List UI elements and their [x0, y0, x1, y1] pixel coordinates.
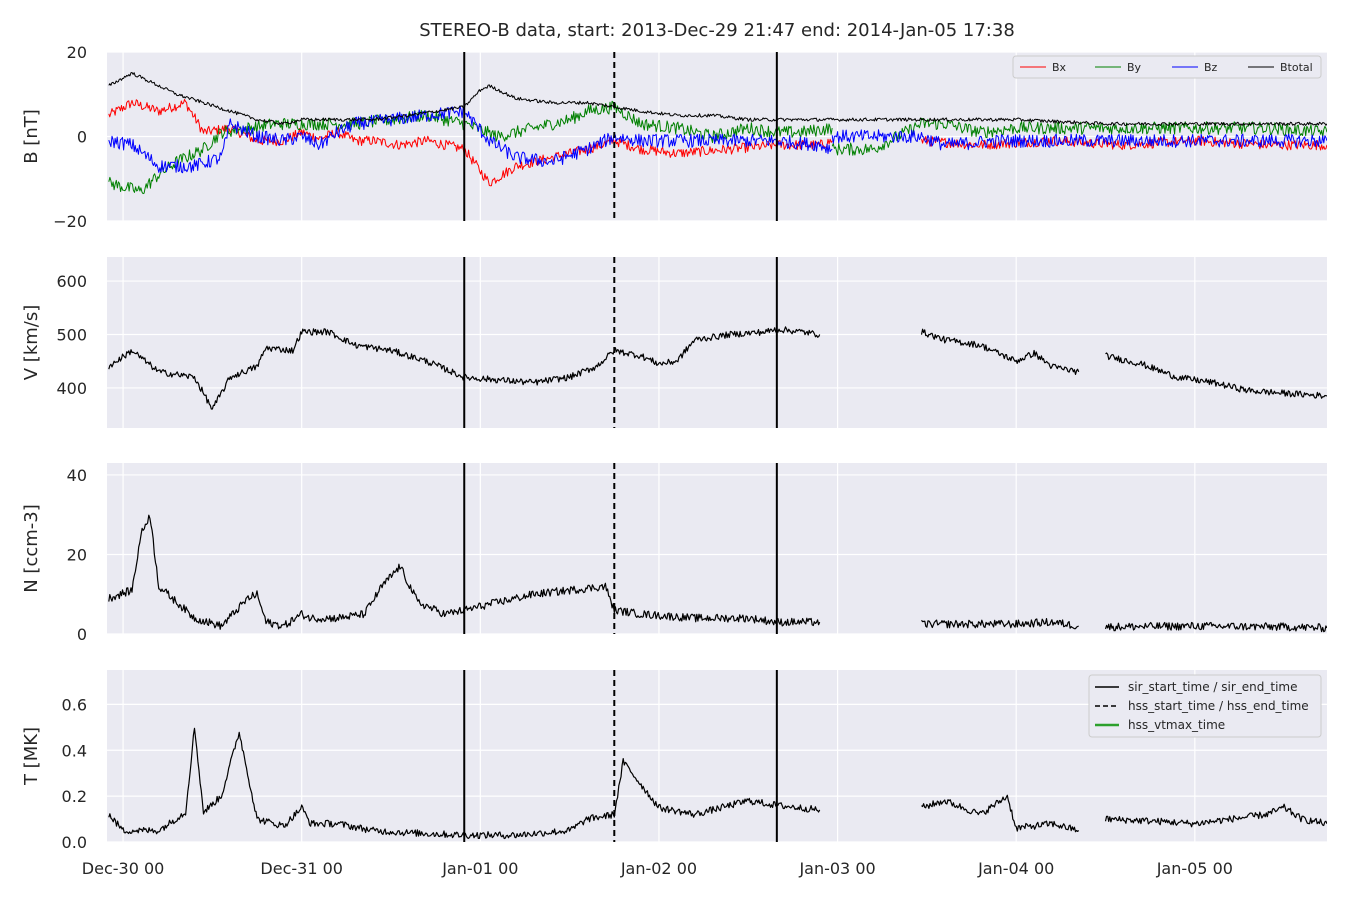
legend-label: sir_start_time / sir_end_time [1128, 680, 1298, 694]
series-line-bx [921, 135, 1327, 151]
y-axis-label: T [MK] [21, 727, 42, 786]
x-tick-label: Jan-01 00 [441, 859, 518, 878]
x-tick-label: Dec-31 00 [260, 859, 343, 878]
panel-3: 40 20 0 N [ccm-3] [21, 463, 1327, 644]
legend-label: hss_vtmax_time [1128, 718, 1225, 732]
legend-label-btotal: Btotal [1280, 61, 1313, 74]
series-line-value [1104, 803, 1327, 828]
y-tick-label: 40 [67, 466, 87, 485]
y-tick-label: 0 [77, 128, 87, 147]
y-tick-label: 500 [56, 325, 87, 344]
y-axis-label: N [ccm-3] [21, 504, 42, 593]
event-legend: sir_start_time / sir_end_time hss_start_t… [1088, 674, 1322, 738]
b-legend: Bx By Bz Btotal [1012, 55, 1322, 79]
x-tick-label: Dec-30 00 [82, 859, 165, 878]
chart-title: STEREO-B data, start: 2013-Dec-29 21:47 … [419, 20, 1015, 41]
y-tick-label: −20 [53, 212, 87, 231]
y-tick-label: 20 [67, 43, 87, 62]
legend-label-bz: Bz [1204, 61, 1218, 74]
x-tick-label: Jan-02 00 [620, 859, 697, 878]
y-axis-label: V [km/s] [21, 305, 42, 380]
plot-area [107, 463, 1327, 634]
series-line-bx [108, 99, 833, 187]
legend-label-bx: Bx [1052, 61, 1067, 74]
series-group [108, 72, 1327, 195]
y-tick-label: 0.0 [62, 833, 87, 852]
y-axis-label: B [nT] [21, 109, 42, 164]
x-tick-label: Jan-05 00 [1156, 859, 1233, 878]
series-line-value [1104, 621, 1327, 633]
series-line-bz [108, 105, 833, 174]
x-axis-ticks: Dec-30 00 Dec-31 00 Jan-01 00 Jan-02 00 Jan-… [82, 859, 1233, 878]
legend-label: hss_start_time / hss_end_time [1128, 699, 1309, 713]
y-tick-label: 0 [77, 625, 87, 644]
y-tick-label: 0.4 [62, 741, 87, 760]
series-line-bz [831, 129, 1327, 151]
legend-box [1012, 55, 1322, 79]
series-line-value [921, 618, 1079, 630]
x-tick-label: Jan-03 00 [798, 859, 875, 878]
y-tick-label: 600 [56, 272, 87, 291]
series-line-by [831, 117, 1327, 156]
panel-2: 600 500 400 V [km/s] [21, 257, 1327, 428]
panel-1: 20 0 −20 B [nT] Bx By Bz Btotal [21, 43, 1327, 231]
y-tick-label: 20 [67, 545, 87, 564]
series-line-btotal [108, 72, 1327, 126]
panel-4: 0.6 0.4 0.2 0.0 T [MK] sir_start_time / sir_e… [21, 670, 1327, 852]
y-tick-label: 400 [56, 379, 87, 398]
y-tick-label: 0.6 [62, 695, 87, 714]
x-tick-label: Jan-04 00 [977, 859, 1054, 878]
series-line-value [921, 794, 1080, 833]
legend-box [1088, 674, 1322, 738]
y-tick-label: 0.2 [62, 787, 87, 806]
series-line-value [920, 328, 1080, 375]
legend-label-by: By [1127, 61, 1142, 74]
series-line-value [1105, 352, 1327, 399]
plot-area [107, 257, 1327, 428]
